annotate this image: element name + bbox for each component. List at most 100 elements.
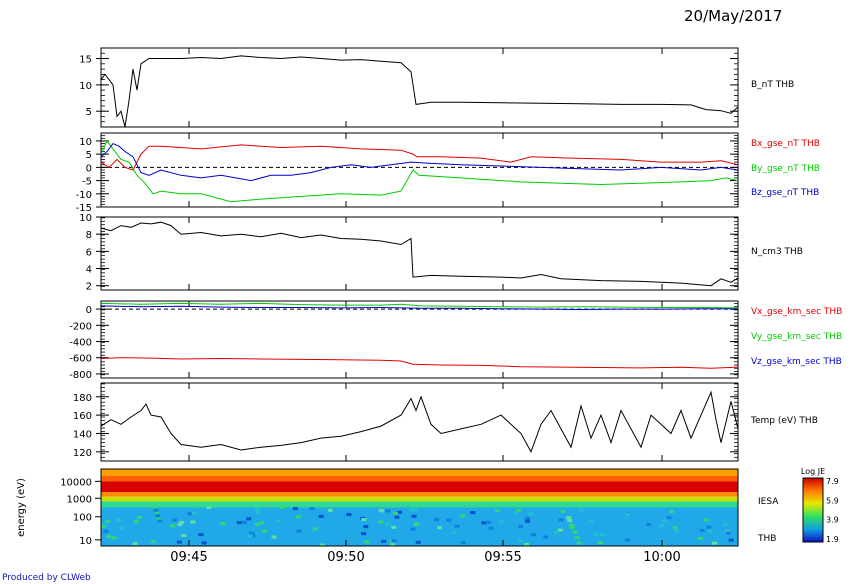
spectrogram-noise [411,514,417,518]
y-tick-label-3-4: 10 [79,213,92,224]
colorbar-tick-1: 5.9 [826,496,839,505]
x-tick-label-1: 09:50 [327,550,364,565]
colorbar-tick-0: 7.9 [826,477,839,486]
spectrogram-noise [494,509,500,513]
spectrogram-noise [153,508,159,512]
spectrogram-noise [346,513,352,517]
series-line-4-0 [100,357,739,369]
spectrogram-noise [707,529,713,533]
spectrogram-noise [588,519,594,523]
spectrogram-noise [271,535,277,539]
panel-4-frame [100,300,739,379]
spectrogram-noise [460,514,466,518]
spectrogram-noise [254,507,260,511]
spectrogram-noise [515,508,521,512]
spectrogram-noise [553,530,559,534]
right-label-2-0: Bx_gse_nT THB [751,139,820,149]
y-tick-label-1-1: 10 [79,81,92,92]
spectrogram-noise [181,534,187,538]
spectrogram-noise [488,526,494,530]
right-label-5-0: Temp (eV) THB [750,416,818,426]
spectrogram-noise [569,526,575,530]
spectrogram-noise [198,533,204,537]
right-label-4-0: Vx_gse_km_sec THB [751,307,842,317]
spectrogram-noise [378,508,384,512]
spectrogram-noise [576,541,582,545]
spectrogram-noise [255,510,261,514]
spectrogram-noise [524,542,530,546]
y-tick-label-4-1: -600 [69,354,92,365]
spectrogram-noise [191,511,197,515]
spectrogram-noise [363,525,369,529]
spectrogram-noise [699,528,705,532]
y-tick-label-2-3: 0 [86,163,92,174]
spectrogram-noise [152,506,158,510]
spectrogram-noise [179,520,185,524]
spectrogram-noise [669,509,675,513]
spectrogram-noise [599,533,605,537]
spectrogram-noise [262,529,268,533]
right-label-2-2: Bz_gse_nT THB [751,188,819,198]
spectrogram-noise [451,531,457,535]
spectrogram-noise [410,527,416,531]
spectrogram-noise [254,523,260,527]
spectrogram-noise [151,541,157,545]
y-tick-label-6-1: 1000 [67,494,92,505]
spectrogram-noise [295,515,301,519]
series-line-3-0 [100,221,739,287]
panel-5-frame [100,382,739,462]
right-label-4-2: Vz_gse_km_sec THB [751,357,842,367]
spectrogram-noise [132,542,138,546]
spectrogram-noise [706,525,712,529]
spectrogram-noise [206,506,212,510]
spectrogram-noise [292,507,298,511]
spectrogram-noise [725,531,731,535]
spectrogram-noise [558,518,564,522]
spectrogram-noise [568,523,574,527]
spectrogram-noise [446,518,452,522]
spectrogram-noise [246,517,252,521]
y-tick-label-2-1: -10 [76,190,92,201]
y-tick-label-3-2: 6 [86,247,92,258]
date-label: 20/May/2017 [684,7,783,25]
spectrogram-noise [156,517,162,521]
spectrogram-band-3 [101,492,738,497]
spectrogram-noise [661,519,667,523]
spectrogram-noise [524,516,530,520]
series-line-2-2 [100,142,739,182]
spectrogram-noise [220,522,226,526]
spectrogram-noise [391,525,397,529]
spectrogram-noise [557,528,563,532]
spectrogram-band-6 [101,507,738,546]
right-label-1-0: B_nT THB [751,80,794,90]
spectrogram-noise [525,519,531,523]
spectrogram-noise [133,520,139,524]
spectrogram-noise [309,507,315,511]
y-tick-label-5-2: 160 [73,411,92,422]
spectrogram-band-0 [101,469,738,476]
right-label-3-0: N_cm3 THB [751,247,803,257]
spectrogram-noise [658,524,664,528]
spectrogram-noise [101,524,107,528]
spectrogram-band-1 [101,475,738,482]
spectrogram-noise [327,508,333,512]
credit-label: Produced by CLWeb [2,573,91,583]
spectrogram-band-2 [101,481,738,493]
series-line-2-1 [100,139,739,203]
spectrogram-noise [531,533,537,537]
spectrogram-noise [157,519,163,523]
spectrogram-noise [396,510,402,514]
spectrogram-noise [296,529,302,533]
spectrogram-noise [361,517,367,521]
spectrogram-noise [116,518,122,522]
panel-2-frame [100,132,739,208]
spectrogram-noise [236,521,242,525]
spectrogram-noise [111,536,117,540]
panel-3-frame [100,216,739,291]
y-tick-label-2-5: 10 [79,137,92,148]
colorbar [802,477,824,543]
spectrogram-noise [703,518,709,522]
spectrogram-noise [415,540,421,544]
series-line-1-0 [100,55,739,128]
right-label-2-1: By_gse_nT THB [751,164,820,174]
